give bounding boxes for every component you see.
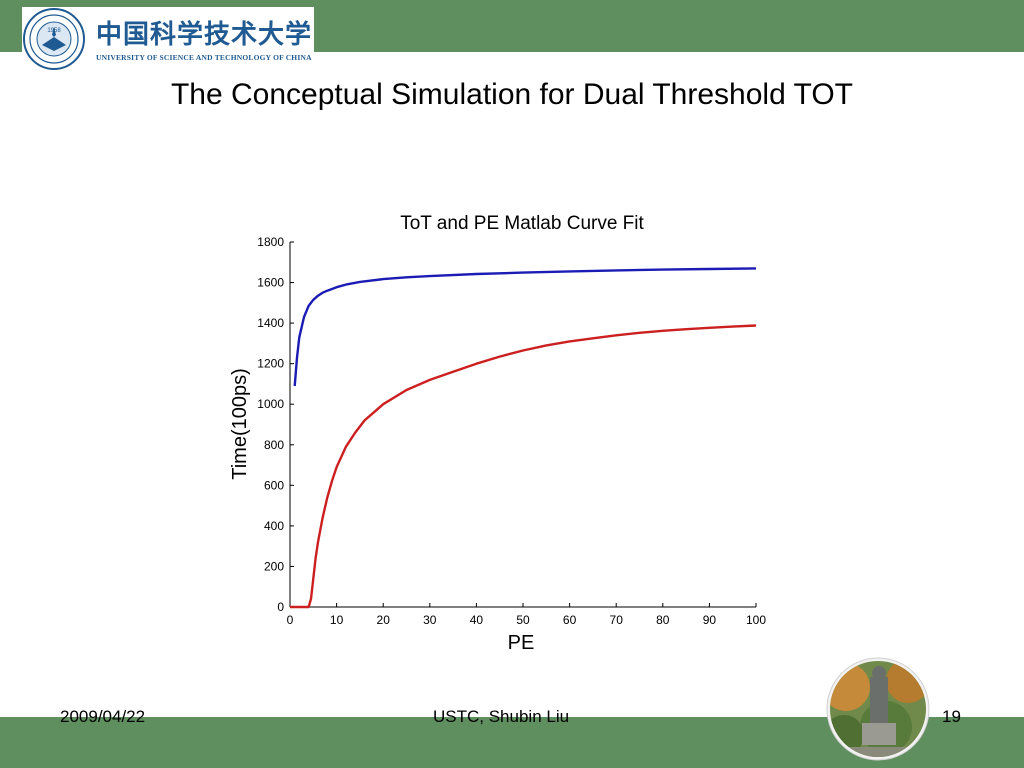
university-name-chinese: 中国科学技术大学 [96, 20, 313, 50]
y-axis-label: Time(100ps) [229, 368, 251, 480]
x-tick-label: 100 [746, 613, 766, 627]
university-logo: 1958 中国科学技术大学 UNIVERSITY OF SCIENCE AND … [22, 7, 314, 70]
tot-pe-chart: 0 10 20 30 40 50 60 70 80 90 100020040060080010001… [229, 213, 766, 654]
y-tick-label: 200 [264, 559, 284, 573]
y-tick-label: 800 [264, 438, 284, 452]
y-tick-label: 1000 [257, 397, 284, 411]
chart-title: ToT and PE Matlab Curve Fit [400, 213, 644, 234]
x-tick-label: 10 [330, 613, 344, 627]
y-tick-label: 1200 [257, 357, 284, 371]
page-number: 19 [942, 707, 961, 726]
y-tick-label: 1600 [257, 276, 284, 290]
x-tick-label: 70 [610, 613, 624, 627]
x-tick-label: 30 [423, 613, 437, 627]
seal-year: 1958 [47, 28, 61, 34]
statue-photo [826, 657, 930, 761]
x-tick-label: 20 [377, 613, 391, 627]
x-tick-label: 90 [703, 613, 717, 627]
series-line-1 [293, 267, 757, 387]
y-tick-label: 1800 [257, 235, 284, 249]
slide-title: The Conceptual Simulation for Dual Thres… [170, 78, 854, 111]
x-tick-label: 50 [516, 613, 530, 627]
footer-author: USTC, Shubin Liu [433, 707, 570, 726]
series-line-2 [290, 324, 757, 609]
x-axis-label: PE [508, 632, 535, 654]
y-tick-label: 400 [264, 519, 284, 533]
university-seal-icon: 1958 [23, 8, 85, 70]
university-name-english: UNIVERSITY OF SCIENCE AND TECHNOLOGY OF … [96, 53, 312, 62]
footer-date: 2009/04/22 [60, 707, 146, 726]
y-tick-label: 1400 [257, 316, 284, 330]
y-tick-label: 600 [264, 478, 284, 492]
x-tick-label: 0 [287, 613, 294, 627]
x-tick-label: 40 [470, 613, 484, 627]
y-tick-label: 0 [277, 600, 284, 614]
x-tick-label: 80 [656, 613, 670, 627]
x-tick-label: 60 [563, 613, 577, 627]
